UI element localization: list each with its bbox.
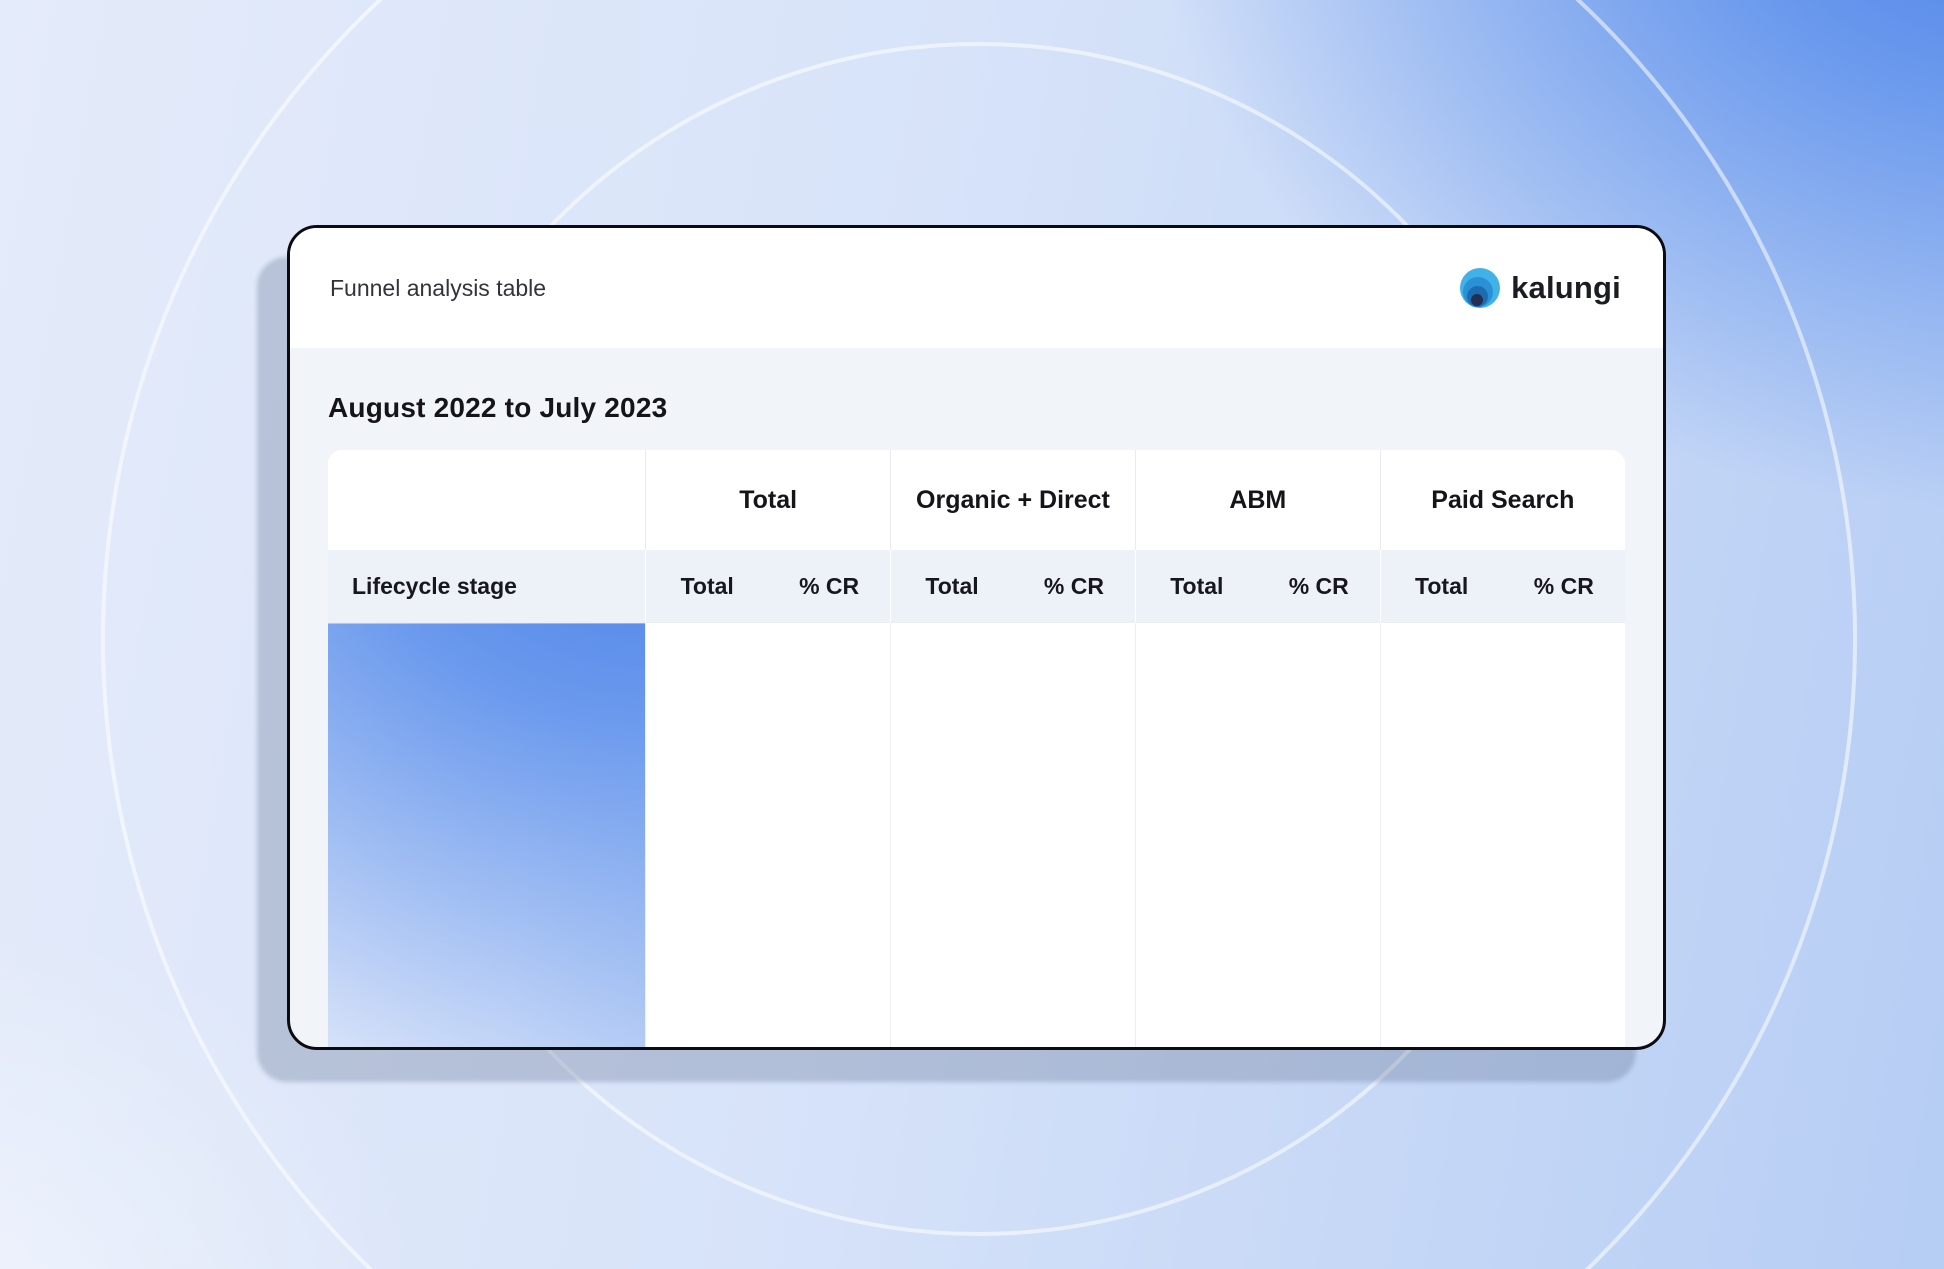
group-header-abm: ABM <box>1134 450 1381 550</box>
column-header-paid-search-total: Total <box>1379 550 1503 623</box>
column-header-organic-direct-total: Total <box>890 550 1013 623</box>
funnel-table-container: Total Organic + Direct ABM Paid Search Lifec… <box>328 450 1625 1047</box>
date-range-title: August 2022 to July 2023 <box>328 392 668 423</box>
value-cell: 18 <box>1134 622 1258 1047</box>
value-cell: 88 <box>1379 622 1503 1047</box>
stage-cell: Leads <box>328 622 646 1047</box>
funnel-table: Total Organic + Direct ABM Paid Search Lifec… <box>328 450 1625 1047</box>
table-subheader-row: Lifecycle stage Total% CR Total% CR Total% … <box>328 550 1625 623</box>
kalungi-logo-text: kalungi <box>1511 270 1621 305</box>
group-header-organic-direct: Organic + Direct <box>890 450 1136 550</box>
value-cell: 97% <box>768 622 891 1047</box>
kalungi-logo-icon <box>1460 268 1501 308</box>
table-row-leads: Leads40997%13998%1869%88100% <box>328 622 1625 1047</box>
value-cell: 69% <box>1257 622 1381 1047</box>
column-header-abm-total: Total <box>1134 550 1258 623</box>
card-header: Funnel analysis table kalungi <box>290 228 1663 348</box>
card-body: August 2022 to July 2023 Total Organic + … <box>290 348 1663 1047</box>
value-cell: 98% <box>1012 622 1136 1047</box>
value-cell: 139 <box>890 622 1013 1047</box>
card-title: Funnel analysis table <box>330 274 547 301</box>
group-header-total: Total <box>645 450 891 550</box>
group-header-paid-search: Paid Search <box>1379 450 1625 550</box>
column-header-organic-direct-cr: % CR <box>1012 550 1136 623</box>
funnel-analysis-card: Funnel analysis table kalungi August 202… <box>287 225 1666 1050</box>
table-group-header-row: Total Organic + Direct ABM Paid Search <box>328 450 1625 550</box>
column-header-abm-cr: % CR <box>1257 550 1381 623</box>
column-header-total-total: Total <box>645 550 769 623</box>
value-cell: 409 <box>645 622 769 1047</box>
value-cell: 100% <box>1502 622 1625 1047</box>
column-header-lifecycle-stage: Lifecycle stage <box>328 550 646 623</box>
column-header-total-cr: % CR <box>768 550 891 623</box>
column-header-paid-search-cr: % CR <box>1502 550 1625 623</box>
table-corner-cell <box>328 450 646 550</box>
kalungi-logo: kalungi <box>1460 268 1621 308</box>
